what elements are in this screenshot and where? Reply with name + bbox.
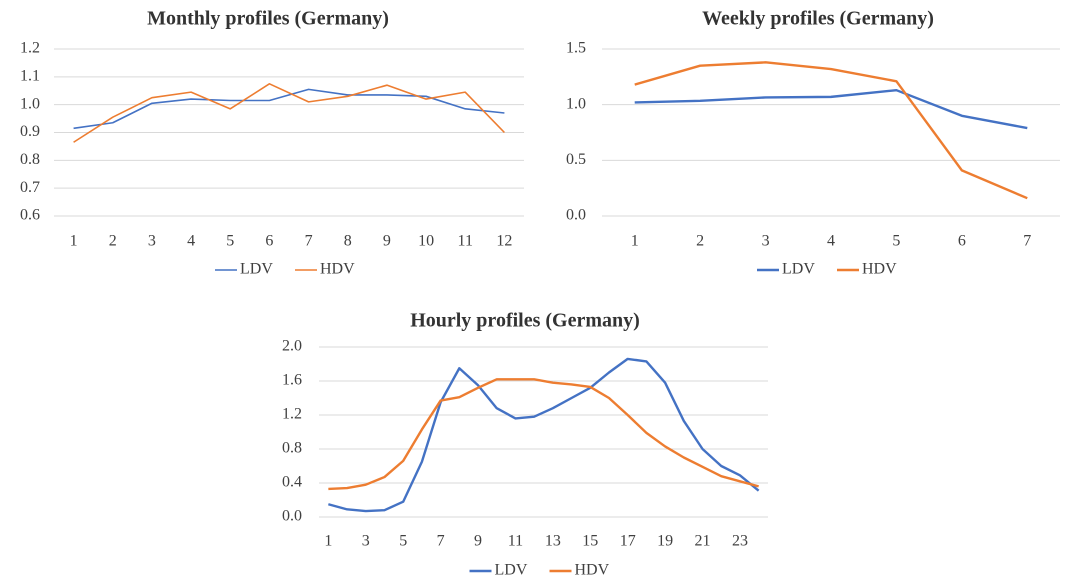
y-tick-label: 1.5 xyxy=(566,40,586,57)
x-tick-label: 23 xyxy=(732,533,748,550)
x-tick-label: 2 xyxy=(696,233,704,250)
y-tick-label: 1.0 xyxy=(20,95,40,112)
x-tick-label: 1 xyxy=(324,533,332,550)
x-tick-label: 10 xyxy=(418,233,434,250)
legend-label: HDV xyxy=(320,261,355,278)
y-tick-label: 1.2 xyxy=(20,40,40,57)
x-tick-label: 3 xyxy=(762,233,770,250)
y-tick-label: 0.8 xyxy=(282,440,302,457)
y-tick-label: 1.6 xyxy=(282,372,302,389)
x-tick-label: 8 xyxy=(344,233,352,250)
y-tick-label: 0.7 xyxy=(20,179,40,196)
y-tick-label: 0.8 xyxy=(20,151,40,168)
legend-label: HDV xyxy=(862,261,897,278)
x-tick-label: 5 xyxy=(226,233,234,250)
x-tick-label: 19 xyxy=(657,533,673,550)
x-tick-label: 17 xyxy=(620,533,636,550)
series-line xyxy=(73,88,505,130)
y-tick-label: 0.6 xyxy=(20,207,40,224)
x-tick-label: 1 xyxy=(631,233,639,250)
x-tick-label: 7 xyxy=(437,533,445,550)
y-tick-label: 2.0 xyxy=(282,338,302,355)
x-tick-label: 12 xyxy=(496,233,512,250)
x-tick-label: 6 xyxy=(958,233,966,250)
y-tick-label: 0.0 xyxy=(566,207,586,224)
y-tick-label: 1.0 xyxy=(566,95,586,112)
chart-title: Monthly profiles (Germany) xyxy=(147,8,389,30)
series-line xyxy=(73,82,505,143)
x-tick-label: 4 xyxy=(187,233,195,250)
legend-label: LDV xyxy=(240,261,273,278)
legend-label: HDV xyxy=(575,562,610,579)
x-tick-label: 7 xyxy=(1023,233,1031,250)
x-tick-label: 3 xyxy=(148,233,156,250)
x-tick-label: 13 xyxy=(545,533,561,550)
series-line xyxy=(328,357,760,513)
y-tick-label: 0.5 xyxy=(566,151,586,168)
x-tick-label: 1 xyxy=(70,233,78,250)
x-tick-label: 21 xyxy=(695,533,711,550)
y-tick-label: 1.2 xyxy=(282,406,302,423)
legend-label: LDV xyxy=(782,261,815,278)
chart-title: Weekly profiles (Germany) xyxy=(702,8,934,30)
x-tick-label: 15 xyxy=(582,533,598,550)
y-tick-label: 0.9 xyxy=(20,123,40,140)
x-tick-label: 11 xyxy=(458,233,473,250)
x-tick-label: 6 xyxy=(265,233,273,250)
legend-label: LDV xyxy=(495,562,528,579)
x-tick-label: 2 xyxy=(109,233,117,250)
series-line xyxy=(634,88,1028,130)
x-tick-label: 9 xyxy=(383,233,391,250)
y-tick-label: 1.1 xyxy=(20,68,40,85)
series-line xyxy=(328,378,759,491)
x-tick-label: 5 xyxy=(892,233,900,250)
x-tick-label: 5 xyxy=(399,533,407,550)
x-tick-label: 4 xyxy=(827,233,835,250)
x-tick-label: 7 xyxy=(305,233,313,250)
x-tick-label: 11 xyxy=(508,533,523,550)
y-tick-label: 0.0 xyxy=(282,508,302,525)
y-tick-label: 0.4 xyxy=(282,474,302,491)
x-tick-label: 9 xyxy=(474,533,482,550)
x-tick-label: 3 xyxy=(362,533,370,550)
chart-title: Hourly profiles (Germany) xyxy=(410,310,640,332)
series-line xyxy=(634,61,1028,200)
